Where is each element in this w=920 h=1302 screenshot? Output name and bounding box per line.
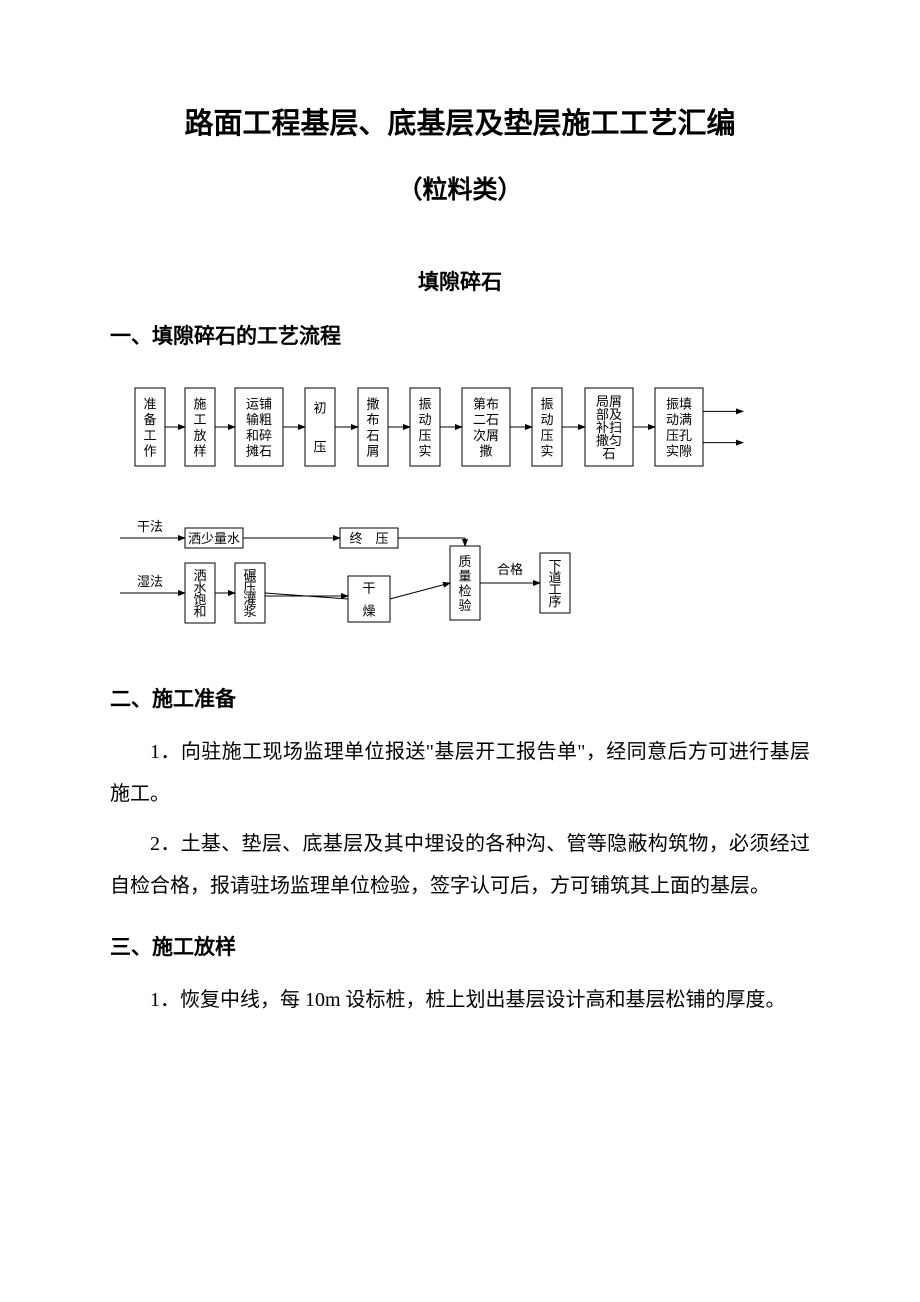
- document-title: 路面工程基层、底基层及垫层施工工艺汇编: [110, 100, 810, 142]
- svg-text:准: 准: [143, 397, 156, 412]
- flowchart-svg: 准备工作施工放样运铺输粗和碎摊石初压撒布石屑振动压实第布二石次屑撒振动压实局屑部…: [110, 368, 810, 648]
- svg-text:序: 序: [548, 594, 561, 609]
- svg-text:输粗: 输粗: [246, 412, 272, 427]
- svg-text:干法: 干法: [137, 519, 163, 534]
- svg-text:湿法: 湿法: [137, 574, 163, 589]
- svg-text:压: 压: [313, 439, 326, 454]
- heading-2: 二、施工准备: [110, 683, 810, 713]
- svg-text:终 压: 终 压: [349, 531, 388, 546]
- svg-text:振填: 振填: [666, 397, 692, 412]
- svg-text:备: 备: [143, 412, 156, 427]
- svg-text:质: 质: [458, 554, 471, 569]
- section-title: 填隙碎石: [110, 266, 810, 296]
- paragraph-2: 2．土基、垫层、底基层及其中埋设的各种沟、管等隐蔽构筑物，必须经过自检合格，报请…: [110, 823, 810, 907]
- svg-text:和碎: 和碎: [246, 428, 272, 443]
- svg-text:实: 实: [418, 443, 431, 458]
- svg-text:撒: 撒: [479, 443, 492, 458]
- svg-text:次屑: 次屑: [473, 428, 499, 443]
- svg-text:施: 施: [193, 397, 206, 412]
- svg-text:检: 检: [458, 583, 471, 598]
- flowchart: 准备工作施工放样运铺输粗和碎摊石初压撒布石屑振动压实第布二石次屑撒振动压实局屑部…: [110, 368, 810, 653]
- svg-text:压: 压: [540, 428, 553, 443]
- svg-text:工: 工: [143, 428, 156, 443]
- svg-text:实: 实: [540, 443, 553, 458]
- paragraph-1: 1．向驻施工现场监理单位报送"基层开工报告单"，经同意后方可进行基层施工。: [110, 731, 810, 815]
- svg-text:振: 振: [418, 397, 431, 412]
- svg-text:第布: 第布: [473, 397, 499, 412]
- svg-text:压: 压: [418, 428, 431, 443]
- svg-text:二石: 二石: [473, 412, 499, 427]
- svg-text:布: 布: [366, 412, 379, 427]
- svg-text:运铺: 运铺: [246, 397, 272, 412]
- svg-text:洒少量水: 洒少量水: [188, 531, 240, 546]
- svg-text:作: 作: [143, 443, 156, 458]
- svg-text:量: 量: [458, 569, 471, 584]
- heading-3: 三、施工放样: [110, 931, 810, 961]
- svg-text:压孔: 压孔: [666, 428, 692, 443]
- document-subtitle: （粒料类）: [110, 170, 810, 206]
- svg-text:屑: 屑: [366, 443, 379, 458]
- svg-text:撒: 撒: [366, 397, 379, 412]
- svg-text:石: 石: [366, 428, 379, 443]
- svg-text:样: 样: [193, 443, 206, 458]
- svg-text:振: 振: [540, 397, 553, 412]
- svg-text:初: 初: [313, 400, 326, 415]
- svg-text:动满: 动满: [666, 412, 692, 427]
- svg-text:放: 放: [193, 428, 206, 443]
- svg-text:工: 工: [193, 412, 206, 427]
- svg-text:实隙: 实隙: [666, 443, 692, 458]
- paragraph-3: 1．恢复中线，每 10m 设标桩，桩上划出基层设计高和基层松铺的厚度。: [110, 979, 810, 1021]
- svg-text:和: 和: [193, 604, 206, 619]
- svg-text:摊石: 摊石: [246, 443, 272, 458]
- svg-text:动: 动: [418, 412, 431, 427]
- svg-text:燥: 燥: [362, 603, 375, 618]
- svg-text:浆: 浆: [243, 604, 256, 619]
- svg-text:石: 石: [602, 446, 615, 461]
- svg-text:验: 验: [458, 598, 471, 613]
- svg-text:动: 动: [540, 412, 553, 427]
- svg-text:合格: 合格: [497, 562, 523, 577]
- heading-1: 一、填隙碎石的工艺流程: [110, 320, 810, 350]
- svg-text:干: 干: [362, 580, 375, 595]
